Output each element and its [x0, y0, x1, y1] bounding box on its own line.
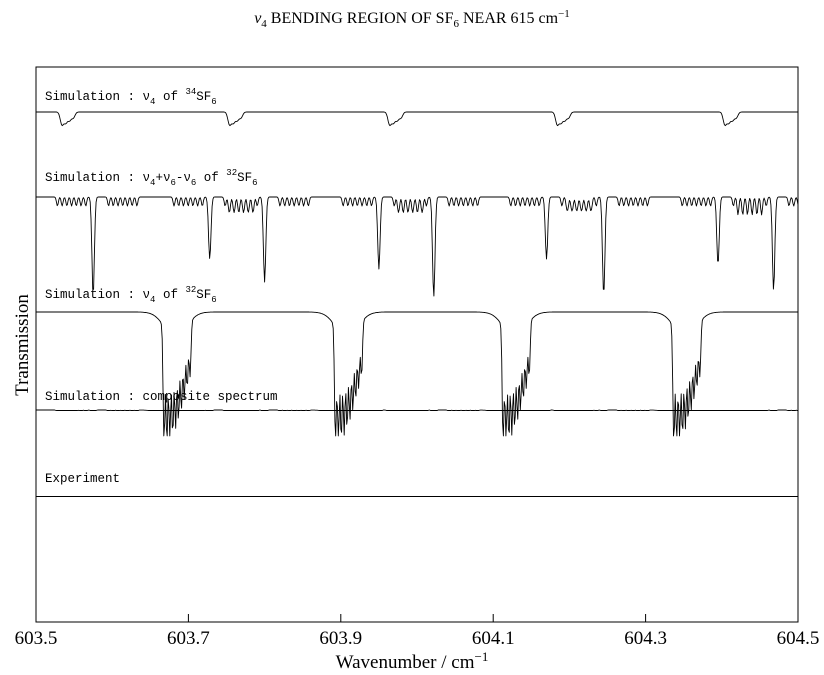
chart-title: ν4 BENDING REGION OF SF6 NEAR 615 cm−1: [254, 8, 570, 30]
y-axis-label: Transmission: [12, 294, 33, 396]
trace-32sf6: [36, 311, 798, 437]
x-tick-label-0: 603.5: [15, 628, 58, 649]
trace-34sf6: [36, 111, 798, 127]
x-tick-3: 604.1: [472, 614, 515, 649]
x-tick-label-5: 604.5: [777, 628, 820, 649]
x-tick-label-3: 604.1: [472, 628, 515, 649]
x-tick-label-4: 604.3: [624, 628, 667, 649]
x-tick-2: 603.9: [319, 614, 362, 649]
series-label-32sf6: Simulation : ν4 of 32SF6: [45, 285, 217, 305]
plot-frame: [35, 66, 799, 623]
series-label-experiment: Experiment: [45, 472, 120, 486]
x-axis: 603.5 603.7 603.9 604.1 604.3 604.5: [15, 614, 820, 649]
x-tick-1: 603.7: [167, 614, 210, 649]
x-tick-0: 603.5: [15, 614, 58, 649]
x-tick-4: 604.3: [624, 614, 667, 649]
series-label-34sf6: Simulation : ν4 of 34SF6: [45, 87, 217, 107]
trace-hotband: [36, 196, 799, 297]
x-axis-label: Wavenumber / cm−1: [336, 649, 489, 673]
x-tick-5: 604.5: [777, 614, 820, 649]
series-label-composite: Simulation : composite spectrum: [45, 390, 278, 404]
trace-composite: [36, 409, 798, 411]
x-tick-label-2: 603.9: [319, 628, 362, 649]
series-label-hotband: Simulation : ν4+ν6-ν6 of 32SF6: [45, 168, 258, 188]
x-tick-label-1: 603.7: [167, 628, 210, 649]
